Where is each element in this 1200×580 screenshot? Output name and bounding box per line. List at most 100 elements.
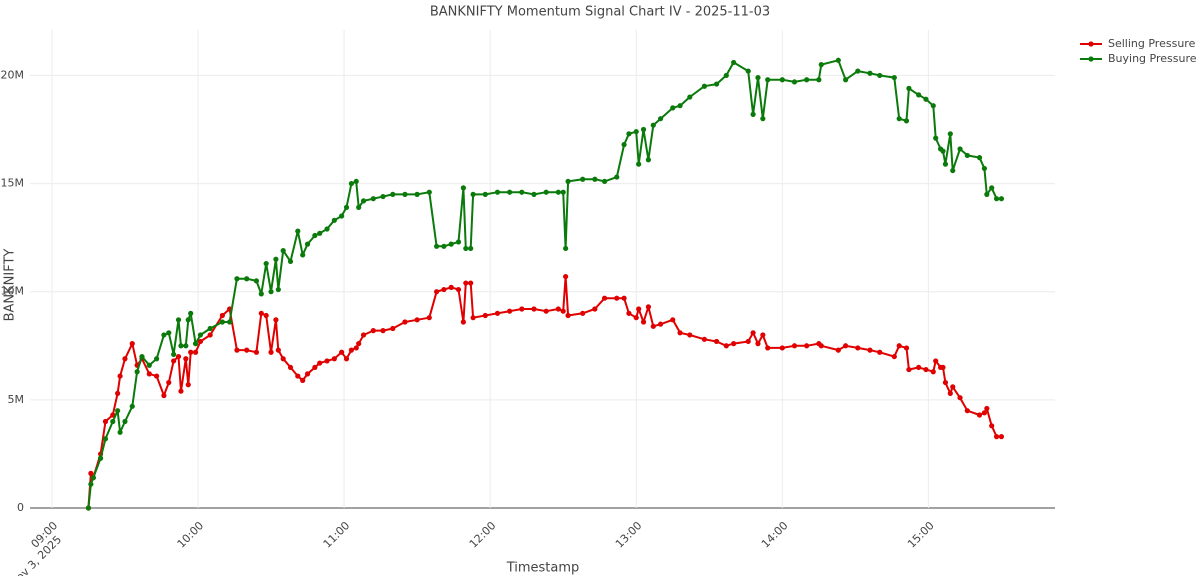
data-point [640,126,647,133]
data-point [701,83,708,89]
data-point [207,325,213,332]
data-point [592,306,598,312]
x-tick-label: 12:00 [467,519,499,551]
data-point [750,111,756,117]
data-point [234,347,240,353]
data-point [947,131,953,137]
series [85,273,1005,511]
data-point [896,343,902,349]
data-point [380,328,386,334]
data-point [448,284,454,290]
data-point [268,349,274,355]
data-point [463,280,469,286]
data-point [353,178,359,185]
data-point [360,198,367,204]
data-point [677,103,683,109]
data-point [891,353,897,360]
data-point [414,191,420,197]
data-point [324,358,330,364]
data-point [192,341,199,347]
data-point [494,189,501,195]
data-point [178,343,184,349]
data-point [731,59,737,66]
x-tick-label: 14:00 [759,519,791,551]
data-point [580,310,586,316]
data-point [976,412,983,418]
data-point [903,118,910,124]
data-point [507,308,513,314]
data-point [122,356,128,362]
data-point [687,332,693,338]
data-point [816,77,822,83]
data-point [640,319,647,325]
data-point [791,79,798,85]
data-point [677,330,683,336]
data-point [650,323,656,329]
data-point [563,273,569,280]
data-point [380,193,386,200]
data-point [543,308,549,314]
data-point [300,377,306,383]
data-point [185,382,191,388]
series-line [87,59,1002,509]
data-point [843,77,849,83]
data-point [942,379,949,386]
data-point [317,230,323,236]
data-point [129,403,135,409]
data-point [280,356,286,362]
data-point [950,167,956,174]
data-point [745,338,751,345]
data-point [287,364,294,371]
data-point [339,213,345,219]
data-point [219,312,225,319]
data-point [835,57,841,63]
data-point [122,418,128,425]
data-point [531,191,537,197]
data-point [563,245,569,252]
data-point [993,434,1000,440]
data-point [470,315,476,321]
y-tick-label: 0 [17,501,24,514]
data-point [867,347,873,353]
data-point [713,81,720,87]
data-point [339,349,345,355]
data-point [633,315,639,321]
data-point [998,434,1005,440]
data-point [273,317,279,323]
data-point [390,325,396,332]
data-point [348,180,354,187]
data-point [614,174,620,180]
data-point [555,189,561,195]
data-point [258,310,264,316]
data-point [855,68,861,74]
y-tick-label: 10M [1,285,25,298]
data-point [765,345,771,351]
data-point [916,92,922,98]
data-point [531,306,537,312]
data-point [645,157,652,163]
data-point [835,347,841,353]
data-point [804,77,810,83]
data-point [621,295,627,301]
data-point [804,343,810,349]
data-point [356,204,362,210]
data-point [171,358,177,364]
data-point [192,349,199,355]
data-point [592,176,598,182]
data-point [463,245,469,252]
data-point [426,315,432,321]
data-point [818,343,824,349]
data-point [657,321,664,327]
data-point [88,481,94,487]
data-point [300,252,306,258]
data-point [88,470,94,476]
data-point [755,341,761,347]
data-point [90,475,96,481]
data-point [331,356,337,362]
data-point [723,343,729,349]
data-point [353,345,359,351]
data-point [244,276,250,282]
data-point [273,256,279,262]
